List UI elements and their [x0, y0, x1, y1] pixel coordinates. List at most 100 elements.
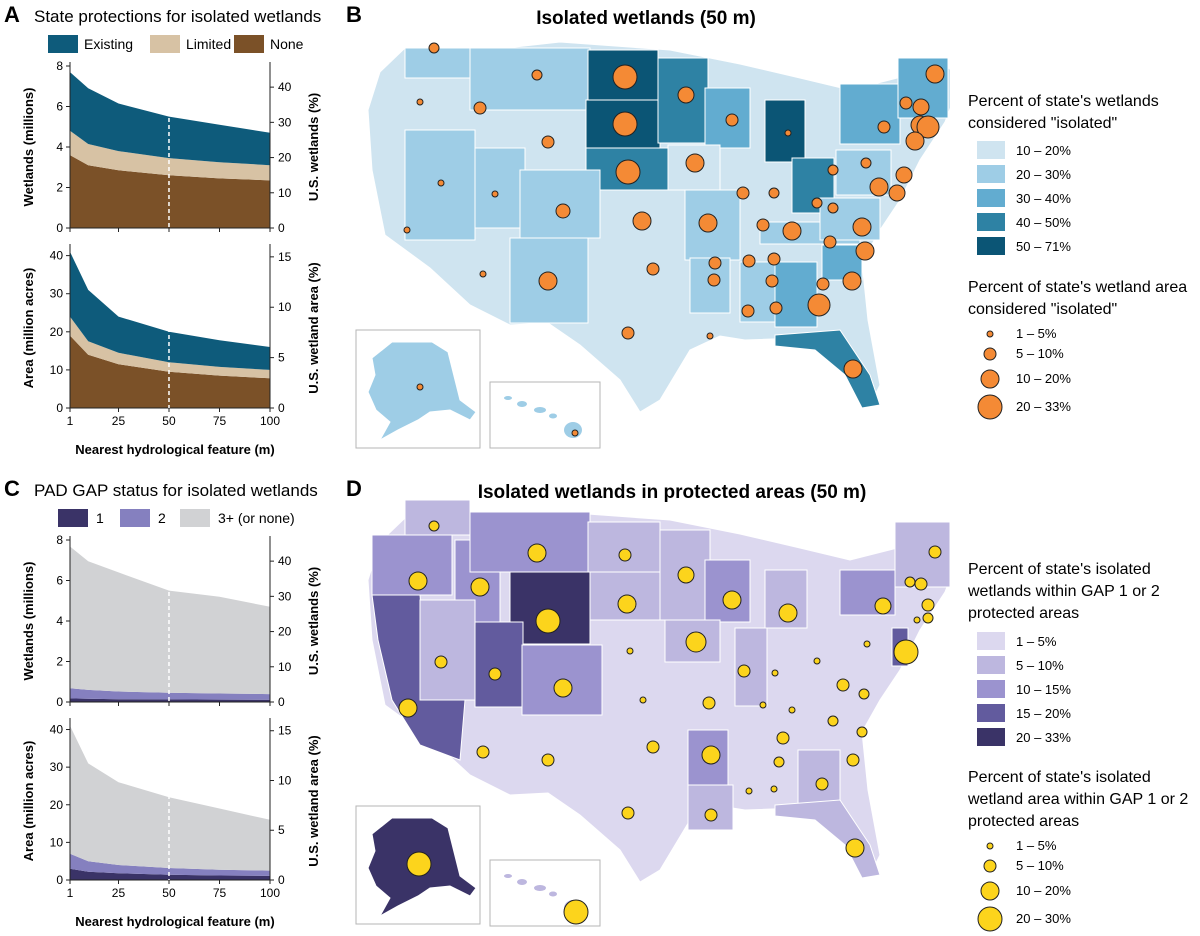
map-circle — [736, 186, 750, 200]
legend-b-bin-swatch-1 — [977, 165, 1005, 183]
y-right-tick-label: 15 — [278, 250, 292, 264]
y-tick-label: 10 — [50, 835, 64, 849]
panel-b-label: B — [346, 2, 362, 27]
state-washington — [404, 47, 476, 79]
map-circle — [553, 678, 573, 698]
state-wisconsin-d — [704, 559, 751, 623]
legend-swatch-gap1 — [58, 509, 88, 527]
state-new-york — [839, 83, 901, 145]
legend-d2-title-line-3: protected areas — [968, 813, 1079, 830]
panel-d-legend-color: Percent of state's isolated wetlands wit… — [967, 561, 1160, 746]
legend-d-bin-swatch-4 — [977, 728, 1005, 746]
y-right-tick-label: 30 — [278, 589, 292, 603]
legend-b-size-circle-0 — [986, 330, 994, 338]
x-tick-label: 100 — [260, 414, 280, 428]
map-circle — [811, 197, 823, 209]
y-tick-label: 8 — [56, 533, 63, 547]
y-tick-label: 4 — [56, 614, 63, 628]
panel-a-label: A — [4, 2, 20, 27]
legend-d-title-line-3: protected areas — [968, 605, 1079, 622]
area-series-none — [70, 335, 270, 408]
legend-b-size-label-1: 5 – 10% — [1016, 346, 1064, 361]
area-series-1 — [70, 868, 270, 880]
y-right-tick-label: 0 — [278, 221, 285, 235]
y-right-tick-label: 30 — [278, 115, 292, 129]
legend-d-size-label-1: 5 – 10% — [1016, 858, 1064, 873]
map-circle — [815, 777, 829, 791]
legend-d-title-line-2: wetlands within GAP 1 or 2 — [967, 583, 1160, 600]
legend-label-none: None — [270, 36, 304, 52]
y-right-tick-label: 0 — [278, 873, 285, 887]
y-tick-label: 2 — [56, 181, 63, 195]
map-circle — [846, 753, 860, 767]
legend-label-existing: Existing — [84, 36, 133, 52]
map-circle — [737, 664, 751, 678]
panel-c-label: C — [4, 476, 20, 501]
map-b-circles — [403, 42, 945, 437]
map-d-insets — [355, 805, 601, 927]
map-circle — [745, 787, 753, 795]
map-circle — [632, 211, 652, 231]
y-tick-label: 8 — [56, 59, 63, 73]
state-north-dakota-d — [587, 521, 661, 573]
map-circle — [722, 590, 742, 610]
map-circle — [646, 740, 660, 754]
map-circle — [406, 851, 432, 877]
panel-b-legend-size: Percent of state's wetland area consider… — [968, 279, 1187, 420]
y-right-tick-label: 10 — [278, 773, 292, 787]
legend-b-bin-swatch-0 — [977, 141, 1005, 159]
map-circle — [531, 69, 543, 81]
map-circle — [916, 115, 940, 139]
legend-b-size-circle-2 — [980, 369, 1000, 389]
legend-b-size-circle-1 — [983, 347, 997, 361]
map-circle — [685, 153, 705, 173]
map-circle — [473, 101, 487, 115]
legend-b-size-label-2: 10 – 20% — [1016, 371, 1071, 386]
map-circle — [708, 256, 722, 270]
state-florida — [774, 329, 881, 409]
map-circle — [888, 184, 906, 202]
map-circle — [843, 359, 863, 379]
area-series-none — [70, 155, 270, 228]
map-circle — [770, 785, 778, 793]
map-circle — [914, 577, 928, 591]
legend-b-bin-label-0: 10 – 20% — [1016, 143, 1071, 158]
y-right-tick-label: 20 — [278, 151, 292, 165]
area-series-existing — [70, 251, 270, 370]
legend-d-title-line-1: Percent of state's isolated — [968, 561, 1151, 578]
y-right-tick-label: 40 — [278, 554, 292, 568]
panel-a-title: State protections for isolated wetlands — [34, 7, 321, 26]
map-circle — [742, 254, 756, 268]
map-circle — [707, 273, 721, 287]
legend-d-size-circle-1 — [983, 859, 997, 873]
y-right-tick-label: 20 — [278, 625, 292, 639]
map-circle — [893, 639, 919, 665]
area-series-2 — [70, 688, 270, 700]
x-tick-label: 100 — [260, 886, 280, 900]
map-circle — [617, 594, 637, 614]
map-circle — [925, 64, 945, 84]
map-circle — [541, 753, 555, 767]
map-circle — [813, 657, 821, 665]
legend-d-size-circle-3 — [977, 906, 1003, 932]
legend-d-size-label-0: 1 – 5% — [1016, 838, 1057, 853]
y-right-tick-label: 15 — [278, 724, 292, 738]
area-series-1 — [70, 698, 270, 702]
legend-b-bin-label-1: 20 – 30% — [1016, 167, 1071, 182]
map-circle — [773, 756, 785, 768]
map-circle — [827, 202, 839, 214]
legend-b-bin-label-2: 30 – 40% — [1016, 191, 1071, 206]
map-b-conus — [367, 41, 950, 413]
legend-d-size-circle-0 — [986, 842, 994, 850]
map-d-circles — [398, 520, 942, 925]
map-circle — [776, 731, 790, 745]
map-circle — [541, 135, 555, 149]
y-right-tick-label: 10 — [278, 660, 292, 674]
legend-d-bin-label-4: 20 – 33% — [1016, 730, 1071, 745]
inset-box-alaska — [355, 329, 481, 449]
map-circle — [615, 159, 641, 185]
panel-d-title: Isolated wetlands in protected areas (50… — [478, 482, 867, 503]
map-circle — [408, 571, 428, 591]
map-circle — [899, 96, 913, 110]
